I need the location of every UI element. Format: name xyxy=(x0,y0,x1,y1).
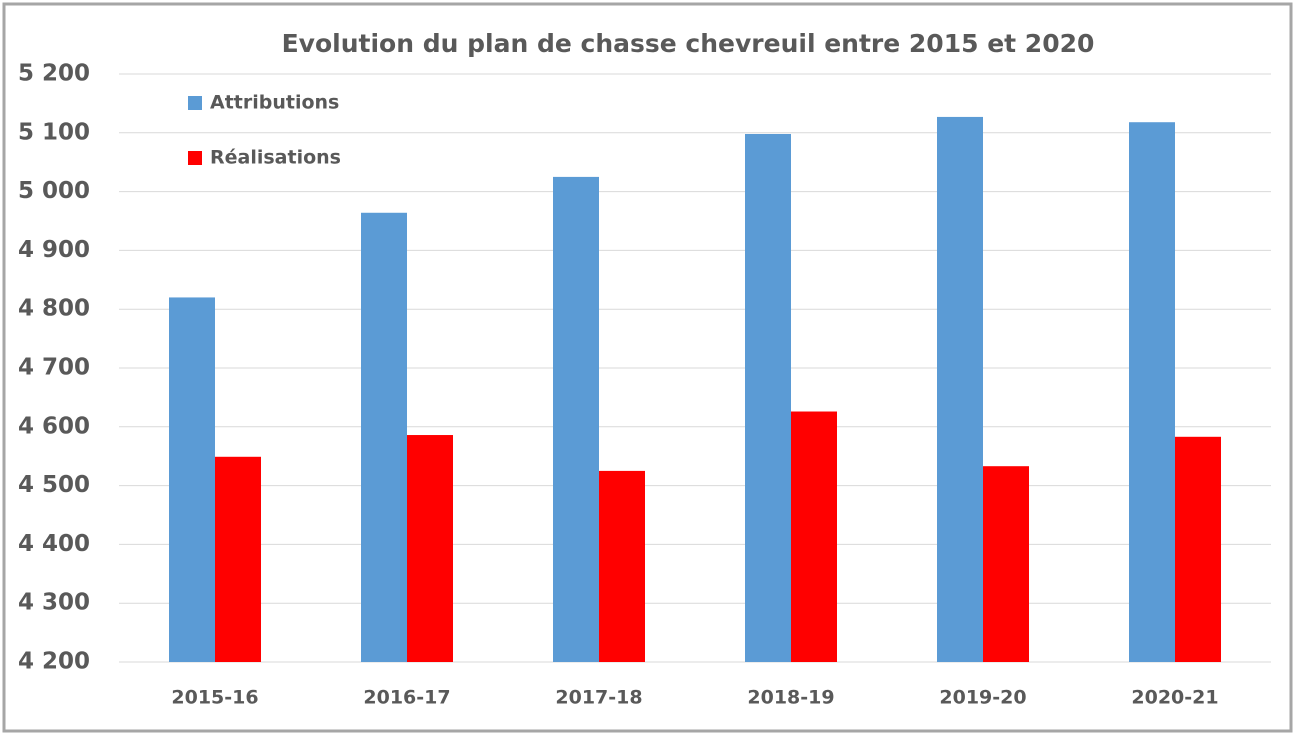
y-tick-label: 4 600 xyxy=(18,413,90,439)
y-tick-label: 4 400 xyxy=(18,531,90,557)
legend-swatch xyxy=(188,96,202,110)
y-tick-label: 4 900 xyxy=(18,237,90,263)
bar xyxy=(1129,122,1175,662)
y-tick-label: 4 500 xyxy=(18,472,90,498)
bar xyxy=(407,435,453,662)
legend-label: Réalisations xyxy=(210,147,341,169)
bar xyxy=(169,297,215,662)
bar xyxy=(553,176,599,662)
y-tick-label: 4 700 xyxy=(18,355,90,381)
bar xyxy=(791,411,837,662)
y-tick-label: 4 300 xyxy=(18,590,90,616)
bar xyxy=(215,456,261,662)
bar xyxy=(1175,436,1221,662)
x-tick-label: 2020-21 xyxy=(1131,687,1218,709)
x-tick-label: 2015-16 xyxy=(171,687,258,709)
bar xyxy=(599,470,645,662)
y-tick-label: 5 200 xyxy=(18,61,90,87)
y-tick-label: 4 200 xyxy=(18,649,90,675)
bar xyxy=(745,133,791,662)
y-tick-label: 5 100 xyxy=(18,119,90,145)
y-tick-label: 5 000 xyxy=(18,178,90,204)
bar xyxy=(983,466,1029,662)
x-tick-label: 2016-17 xyxy=(363,687,450,709)
legend-swatch xyxy=(188,151,202,165)
bar xyxy=(361,212,407,662)
y-tick-label: 4 800 xyxy=(18,296,90,322)
x-tick-label: 2017-18 xyxy=(555,687,642,709)
bar xyxy=(937,116,983,662)
chart-title: Evolution du plan de chasse chevreuil en… xyxy=(282,29,1095,58)
x-tick-label: 2019-20 xyxy=(939,687,1026,709)
x-tick-label: 2018-19 xyxy=(747,687,834,709)
legend-label: Attributions xyxy=(210,92,339,114)
